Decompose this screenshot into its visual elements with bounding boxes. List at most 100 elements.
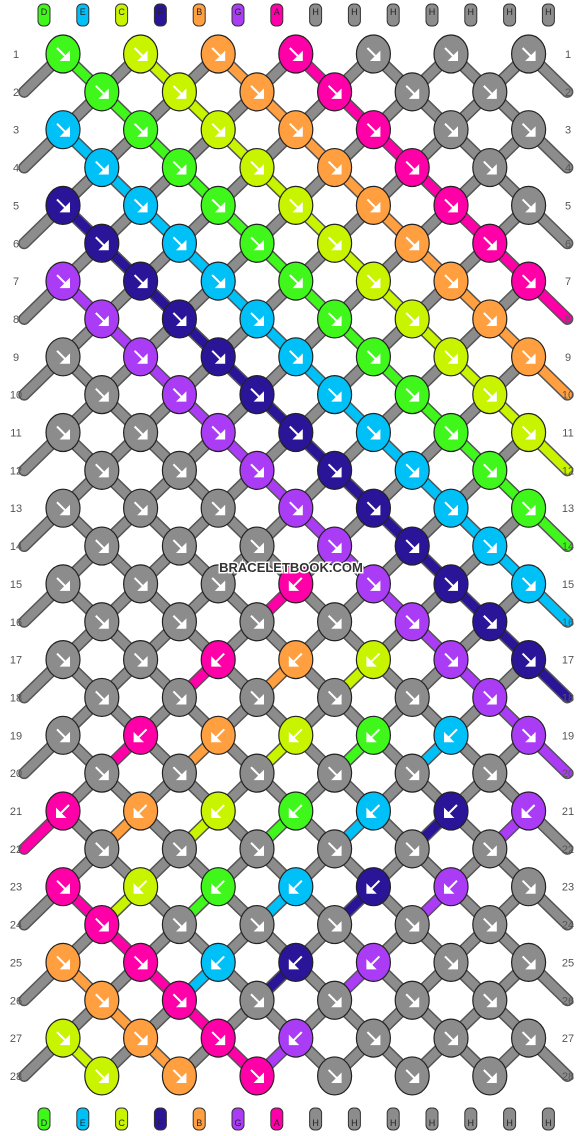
knot [84, 375, 120, 415]
knot [45, 110, 81, 150]
row-label-right: 3 [565, 125, 571, 137]
arrow-down-right-icon [172, 236, 187, 251]
arrow-down-right-icon [172, 85, 187, 99]
arrow-down-right-icon [211, 122, 226, 137]
arrow-down-right-icon [250, 690, 264, 705]
arrow-down-right-icon [366, 274, 381, 289]
arrow-down-right-icon [95, 463, 109, 478]
arrow-down-right-icon [444, 577, 458, 591]
knot [123, 715, 159, 755]
arrow-down-right-icon [250, 539, 264, 554]
knot [45, 791, 81, 831]
arrow-down-right-icon [327, 387, 342, 402]
row-label-left: 9 [13, 352, 19, 364]
knot [472, 223, 508, 263]
knot [394, 602, 430, 642]
arrow-down-right-icon [483, 615, 497, 629]
knot [161, 829, 197, 869]
knot [394, 375, 430, 415]
knot [394, 299, 430, 339]
arrow-down-left-icon [366, 879, 381, 894]
arrow-down-right-icon [250, 85, 264, 99]
arrow-down-right-icon [95, 236, 109, 251]
arrow-down-right-icon [289, 274, 303, 289]
arrow-down-right-icon [250, 842, 264, 856]
arrow-down-right-icon [483, 387, 497, 402]
knot [84, 450, 120, 490]
knot [510, 791, 547, 831]
arrow-down-right-icon [366, 501, 381, 516]
knot [355, 1018, 391, 1058]
strand-letter-bottom: A [274, 1118, 280, 1128]
arrow-down-right-icon [95, 160, 109, 175]
knot [355, 110, 391, 150]
knot [123, 564, 159, 604]
arrow-down-left-icon [444, 804, 458, 818]
strand-end-bottom [153, 1107, 167, 1131]
arrow-down-right-icon [483, 842, 497, 856]
knot [394, 677, 430, 718]
strand-letter-top: H [545, 7, 552, 17]
knot [161, 147, 197, 188]
row-label-right: 2 [565, 87, 571, 99]
knot [45, 942, 81, 983]
knot [239, 829, 275, 869]
arrow-down-right-icon [56, 577, 70, 591]
arrow-down-right-icon [483, 160, 497, 175]
knot [510, 337, 547, 377]
knot [317, 904, 353, 945]
arrow-down-right-icon [211, 198, 226, 213]
arrow-down-right-icon [250, 993, 264, 1008]
arrow-down-right-icon [133, 122, 148, 137]
arrow-down-left-icon [133, 804, 148, 818]
row-label-right: 24 [562, 920, 574, 932]
row-label-left: 13 [10, 503, 22, 515]
knot [239, 147, 275, 188]
arrow-down-right-icon [56, 955, 70, 970]
arrow-down-right-icon [327, 463, 342, 478]
knot [84, 677, 120, 718]
knot [45, 1018, 81, 1058]
row-label-right: 11 [562, 428, 573, 440]
knot [45, 185, 81, 225]
knot [317, 829, 353, 869]
row-label-left: 21 [10, 806, 22, 818]
knot [433, 791, 469, 831]
knot [239, 299, 275, 339]
row-label-right: 23 [562, 882, 574, 894]
strand-letter-bottom: H [390, 1118, 397, 1128]
arrow-down-right-icon [327, 236, 342, 251]
arrow-down-right-icon [483, 690, 497, 705]
row-label-left: 6 [13, 238, 19, 250]
arrow-down-right-icon [95, 993, 109, 1008]
arrow-down-right-icon [366, 122, 381, 137]
strand-letter-labels: D E C F B G A H H H H H H H D E C F B G A H H H H H H H [37, 3, 555, 1131]
knot [84, 299, 120, 339]
row-label-right: 25 [562, 957, 574, 969]
knot [510, 715, 547, 755]
arrow-down-right-icon [405, 917, 420, 932]
knot [317, 1056, 353, 1096]
strand-letter-bottom: F [158, 1118, 164, 1128]
knot [510, 185, 547, 225]
row-label-right: 17 [562, 655, 574, 667]
row-label-left: 27 [10, 1033, 22, 1045]
knot [355, 639, 391, 680]
arrow-down-left-icon [288, 879, 303, 894]
arrow-down-right-icon [327, 766, 342, 781]
arrow-down-right-icon [289, 501, 303, 516]
arrow-down-left-icon [366, 955, 381, 970]
knot [433, 564, 469, 604]
strand-letter-bottom: H [312, 1118, 319, 1128]
arrow-down-right-icon [366, 350, 381, 364]
arrow-down-right-icon [444, 652, 458, 667]
row-label-right: 26 [562, 995, 574, 1007]
knot [317, 602, 353, 642]
arrow-down-right-icon [521, 122, 536, 137]
arrow-down-right-icon [444, 425, 458, 440]
arrow-down-right-icon [250, 236, 264, 251]
arrow-down-left-icon [444, 879, 458, 894]
knot [317, 375, 353, 415]
knot [355, 34, 391, 74]
arrow-down-right-icon [95, 690, 109, 705]
